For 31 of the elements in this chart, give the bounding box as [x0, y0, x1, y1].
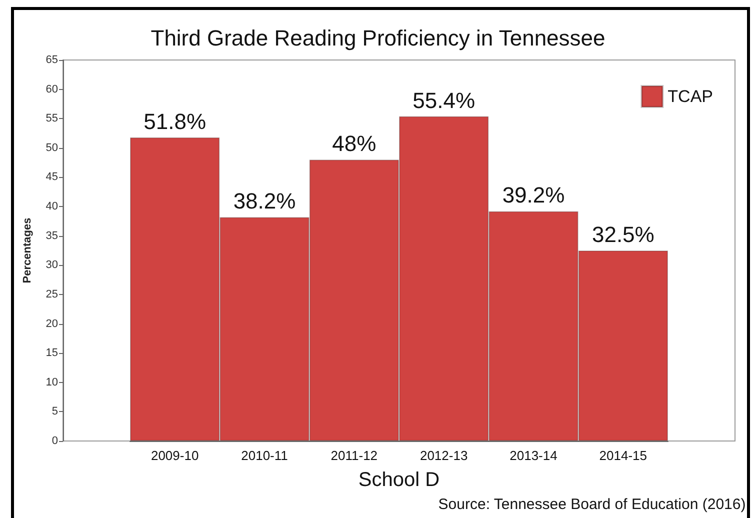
y-tick-label: 50: [46, 142, 58, 154]
y-tick-label: 40: [46, 200, 58, 213]
legend-label: TCAP: [668, 87, 714, 106]
x-tick-label: 2009-10: [150, 448, 199, 463]
y-tick-label: 15: [46, 347, 58, 360]
source-note: Source: Tennessee Board of Education (2016): [438, 496, 746, 513]
x-tick-label: 2011-12: [330, 448, 378, 463]
data-label: 32.5%: [592, 222, 654, 247]
x-tick-label: 2012-13: [420, 448, 468, 463]
data-label: 51.8%: [144, 108, 206, 134]
y-tick-label: 60: [46, 83, 58, 96]
data-label: 48%: [332, 131, 376, 156]
data-label: 39.2%: [502, 182, 565, 208]
y-axis-title: Percentages: [22, 218, 34, 284]
y-tick-label: 5: [52, 406, 58, 418]
x-tick-label: 2010-11: [241, 448, 288, 463]
y-tick-label: 30: [46, 259, 58, 272]
y-tick-label: 10: [46, 376, 58, 388]
y-tick-label: 25: [46, 288, 58, 300]
chart-title: Third Grade Reading Proficiency in Tennessee: [150, 26, 606, 50]
y-tick-label: 45: [46, 171, 58, 184]
y-tick-label: 55: [46, 112, 58, 125]
data-label: 55.4%: [412, 88, 476, 113]
x-tick-label: 2014-15: [599, 448, 648, 463]
y-tick-label: 65: [46, 54, 58, 66]
y-tick-label: 0: [52, 435, 58, 447]
y-tick-label: 35: [46, 230, 58, 242]
x-axis-title: School D: [358, 469, 440, 491]
x-tick-label: 2013-14: [510, 448, 558, 463]
data-label: 38.2%: [233, 188, 296, 214]
y-tick-label: 20: [46, 318, 58, 330]
